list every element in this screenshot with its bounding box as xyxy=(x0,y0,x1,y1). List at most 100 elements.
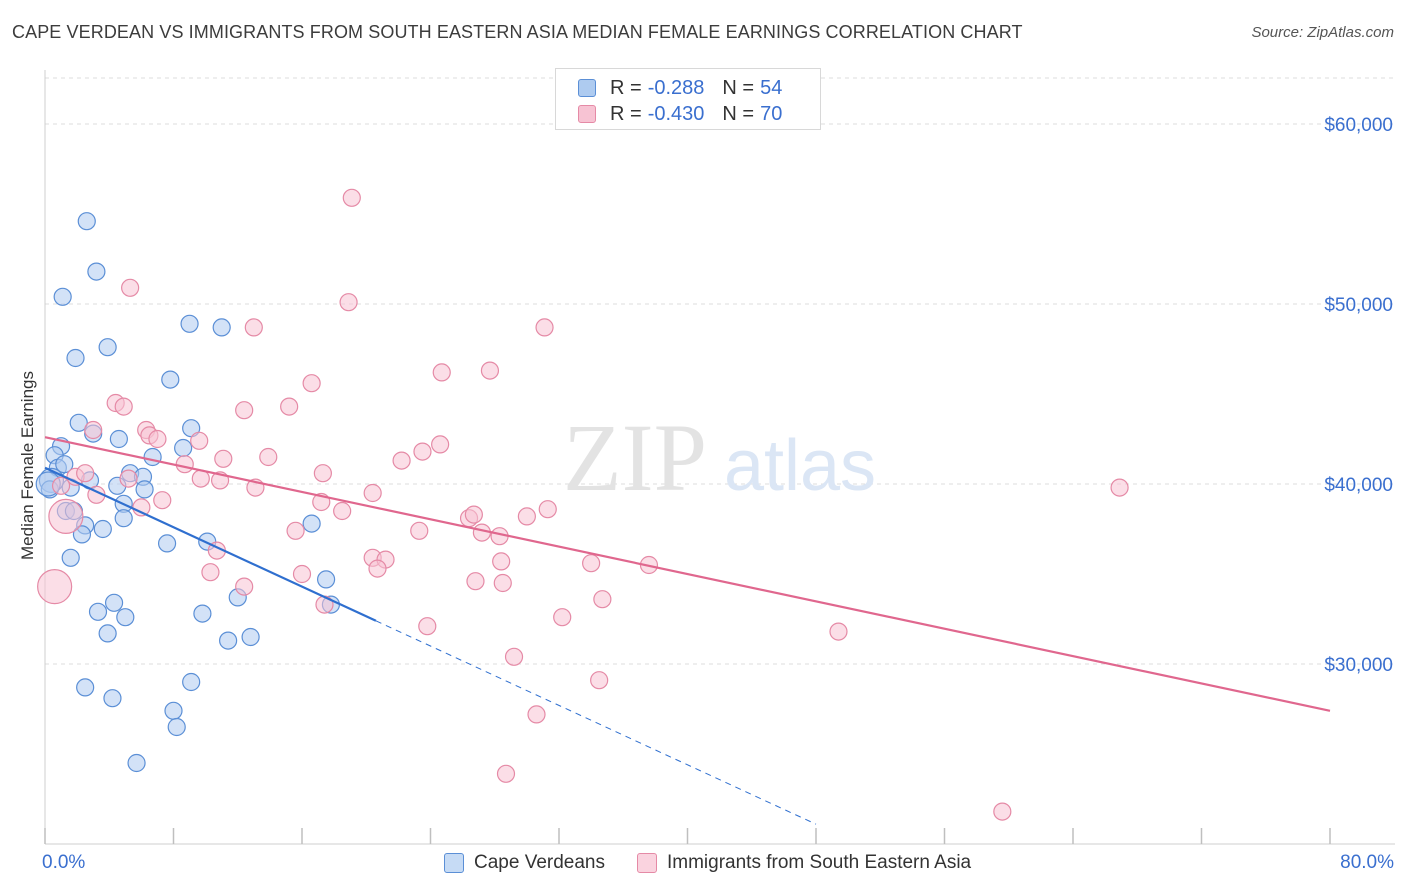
cape-verdean-point xyxy=(109,429,128,449)
immigrant-sea-point xyxy=(582,554,601,573)
cape-verdean-point xyxy=(69,413,88,432)
r-value: -0.430 xyxy=(647,102,705,125)
cape-verdean-point xyxy=(53,287,72,306)
immigrant-sea-point xyxy=(244,318,263,337)
immigrant-sea-point xyxy=(1110,478,1129,497)
immigrant-sea-point xyxy=(466,572,485,591)
cape-verdean-point xyxy=(87,262,106,281)
immigrant-sea-point xyxy=(504,647,524,666)
legend-label: Cape Verdeans xyxy=(474,852,605,873)
watermark-atlas: atlas xyxy=(724,426,876,506)
cape-verdean-point xyxy=(103,689,122,708)
trend-line-cape-verdeans-extension xyxy=(375,620,817,825)
cape-verdean-point xyxy=(98,624,117,643)
immigrant-sea-point xyxy=(48,498,84,535)
immigrant-sea-point xyxy=(590,671,609,690)
immigrant-sea-point xyxy=(292,564,312,584)
immigrant-sea-point xyxy=(121,278,140,297)
immigrant-sea-point xyxy=(201,563,220,582)
cape-verdean-point xyxy=(219,631,238,650)
cape-verdean-point xyxy=(316,570,336,589)
cape-verdean-point xyxy=(93,519,112,539)
blue-swatch xyxy=(578,79,596,97)
trend-line-immigrants-sea xyxy=(44,436,1331,712)
immigrant-sea-point xyxy=(214,449,233,468)
immigrant-sea-point xyxy=(464,505,483,524)
trend-line-cape-verdeans xyxy=(44,466,377,622)
n-value: 70 xyxy=(760,102,783,125)
cape-verdean-point xyxy=(61,548,80,567)
immigrant-sea-point xyxy=(175,455,194,474)
immigrant-sea-point xyxy=(235,401,254,420)
immigrant-sea-point xyxy=(432,363,451,382)
y-tick-label: $50,000 xyxy=(1324,295,1393,316)
immigrant-sea-point xyxy=(339,293,358,312)
immigrant-sea-point xyxy=(480,361,500,380)
legend-item-immigrants-sea[interactable]: Immigrants from South Eastern Asia xyxy=(637,852,971,874)
legend-item-cape-verdeans[interactable]: Cape Verdeans xyxy=(444,852,605,874)
immigrant-sea-point xyxy=(535,318,554,337)
immigrant-sea-point xyxy=(413,442,432,461)
immigrant-sea-point xyxy=(37,568,73,605)
cape-verdean-point xyxy=(212,318,231,337)
pink-swatch xyxy=(637,853,657,873)
cape-verdean-point xyxy=(167,717,186,737)
immigrant-sea-point xyxy=(302,374,321,393)
n-value: 54 xyxy=(760,76,783,99)
cape-verdean-point xyxy=(104,593,124,612)
immigrant-sea-point xyxy=(517,507,536,526)
immigrant-sea-point xyxy=(280,397,299,416)
immigrant-sea-point xyxy=(431,435,450,454)
immigrant-sea-point xyxy=(235,577,254,596)
cape-verdean-point xyxy=(143,447,162,467)
immigrant-sea-point xyxy=(418,617,437,636)
cape-verdean-point xyxy=(55,455,74,474)
immigrant-sea-point xyxy=(153,491,172,510)
immigrant-sea-point xyxy=(333,501,352,521)
pink-swatch xyxy=(578,105,596,123)
r-label: R = xyxy=(610,76,642,99)
immigrant-sea-point xyxy=(51,476,71,495)
immigrant-sea-point xyxy=(84,420,103,440)
cape-verdean-point xyxy=(66,348,85,368)
y-tick-label: $60,000 xyxy=(1324,115,1393,136)
legend-row-immigrants-sea: R = -0.430 N = 70 xyxy=(578,101,782,127)
immigrant-sea-point xyxy=(76,464,95,483)
watermark-zip: ZIP xyxy=(563,404,707,511)
cape-verdean-point xyxy=(77,212,96,231)
immigrant-sea-point xyxy=(368,559,387,578)
n-label: N = xyxy=(722,76,755,99)
r-value: -0.288 xyxy=(647,76,705,99)
immigrant-sea-point xyxy=(313,464,332,483)
y-tick-label: $40,000 xyxy=(1324,475,1393,496)
x-tick-min: 0.0% xyxy=(42,852,86,873)
immigrant-sea-point xyxy=(496,764,516,783)
cape-verdean-point xyxy=(164,701,183,720)
cape-verdean-point xyxy=(161,370,180,389)
cape-verdean-point xyxy=(76,678,95,697)
immigrant-sea-point xyxy=(993,802,1012,821)
immigrant-sea-point xyxy=(148,429,167,449)
cape-verdean-point xyxy=(174,438,193,458)
cape-verdean-point xyxy=(302,514,321,533)
cape-verdean-point xyxy=(241,627,260,647)
y-tick-label: $30,000 xyxy=(1324,655,1393,676)
immigrant-sea-point xyxy=(392,451,411,470)
immigrant-sea-point xyxy=(553,608,572,627)
cape-verdean-point xyxy=(157,534,177,553)
y-axis-label: Median Female Earnings xyxy=(18,371,37,560)
immigrant-sea-point xyxy=(492,552,511,571)
immigrant-sea-point xyxy=(259,447,278,467)
n-label: N = xyxy=(722,102,755,125)
immigrant-sea-point xyxy=(538,500,557,519)
immigrant-sea-point xyxy=(527,705,546,724)
cape-verdean-point xyxy=(88,602,108,621)
cape-verdean-point xyxy=(98,338,117,357)
immigrant-sea-point xyxy=(593,590,612,609)
immigrant-sea-point xyxy=(829,622,848,641)
immigrant-sea-point xyxy=(342,188,361,207)
cape-verdean-point xyxy=(72,525,92,544)
source-credit: Source: ZipAtlas.com xyxy=(1251,24,1394,41)
blue-swatch xyxy=(444,853,464,873)
